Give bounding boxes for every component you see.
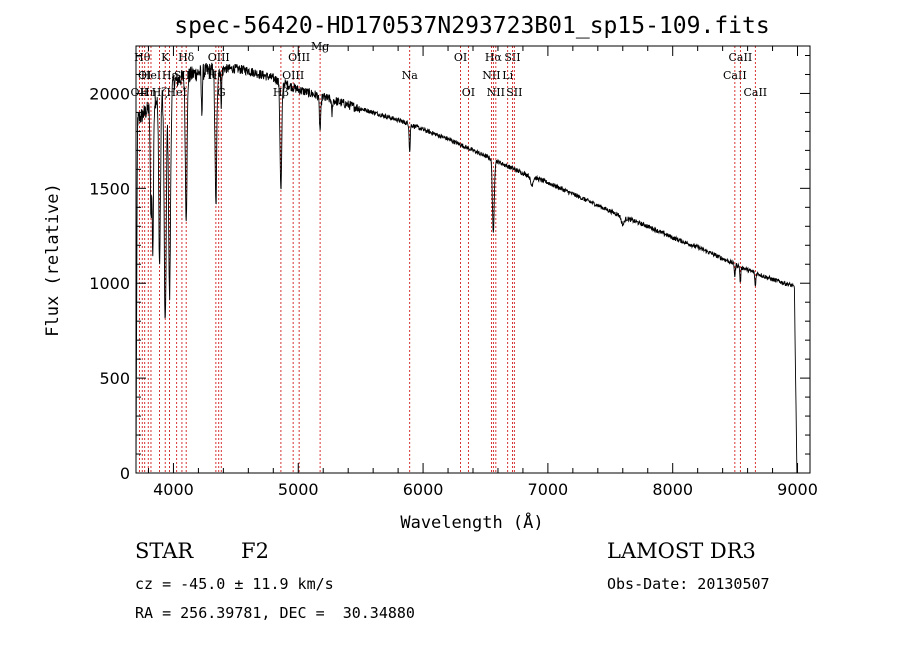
x-tick-label-3: 7000 — [528, 480, 569, 499]
line-marker-label-10: Hδ — [178, 51, 195, 64]
line-marker-label-16: OIII — [288, 51, 310, 64]
spectrum-series — [135, 62, 798, 474]
object-subclass: F2 — [241, 539, 269, 563]
line-marker-label-6: K — [161, 51, 170, 64]
line-marker-label-14: Hβ — [273, 86, 289, 99]
observation-date: Obs-Date: 20130507 — [607, 575, 770, 593]
line-marker-label-28: CaII — [729, 51, 753, 64]
line-marker-label-5: Hζ — [152, 86, 168, 99]
line-marker-label-1: Hθ — [134, 51, 151, 64]
line-marker-label-3: Hη — [140, 86, 156, 99]
y-axis-label: Flux (relative) — [43, 183, 63, 337]
x-axis-label: Wavelength (Å) — [400, 511, 543, 533]
y-tick-label-0: 0 — [120, 464, 130, 483]
spectrum-chart: spec-56420-HD170537N293723B01_sp15-109.f… — [43, 13, 818, 533]
line-marker-label-21: NII — [482, 69, 500, 82]
y-tick-label-1: 500 — [99, 369, 130, 388]
y-tick-label-2: 1000 — [89, 274, 130, 293]
plot-frame — [135, 45, 811, 474]
x-tick-label-2: 6000 — [403, 480, 444, 499]
coordinates-readout: RA = 256.39781, DEC = 30.34880 — [135, 604, 415, 622]
line-marker-label-15: OIII — [282, 69, 304, 82]
line-marker-label-0: OII — [131, 86, 149, 99]
x-tick-label-5: 9000 — [777, 480, 818, 499]
line-marker-label-24: Li — [502, 69, 513, 82]
axis-ticks: 4000 5000 6000 7000 8000 9000 0 500 1000 1500 2000 — [89, 46, 818, 499]
line-marker-label-25: SII — [504, 51, 520, 64]
line-marker-label-18: Na — [402, 69, 419, 82]
line-marker-label-19: OI — [454, 51, 467, 64]
redshift-readout: cz = -45.0 ± 11.9 km/s — [135, 575, 334, 593]
y-tick-label-3: 1500 — [89, 179, 130, 198]
object-class: STAR — [135, 539, 194, 563]
line-marker-label-23: NII — [487, 86, 505, 99]
x-tick-label-1: 5000 — [278, 480, 319, 499]
line-marker-label-27: CaII — [723, 69, 747, 82]
line-marker-label-22: Hα — [485, 51, 503, 64]
line-marker-label-4: HeI — [141, 69, 161, 82]
line-marker-label-29: CaII — [743, 86, 767, 99]
line-marker-label-12: OIII — [208, 51, 230, 64]
chart-title: spec-56420-HD170537N293723B01_sp15-109.f… — [174, 13, 769, 39]
line-marker-label-26: SII — [506, 86, 522, 99]
x-tick-label-4: 8000 — [652, 480, 693, 499]
x-tick-label-0: 4000 — [153, 480, 194, 499]
y-tick-label-4: 2000 — [89, 84, 130, 103]
line-marker-label-20: OI — [462, 86, 475, 99]
spectrum-line — [135, 62, 798, 474]
survey-name: LAMOST DR3 — [607, 539, 756, 563]
